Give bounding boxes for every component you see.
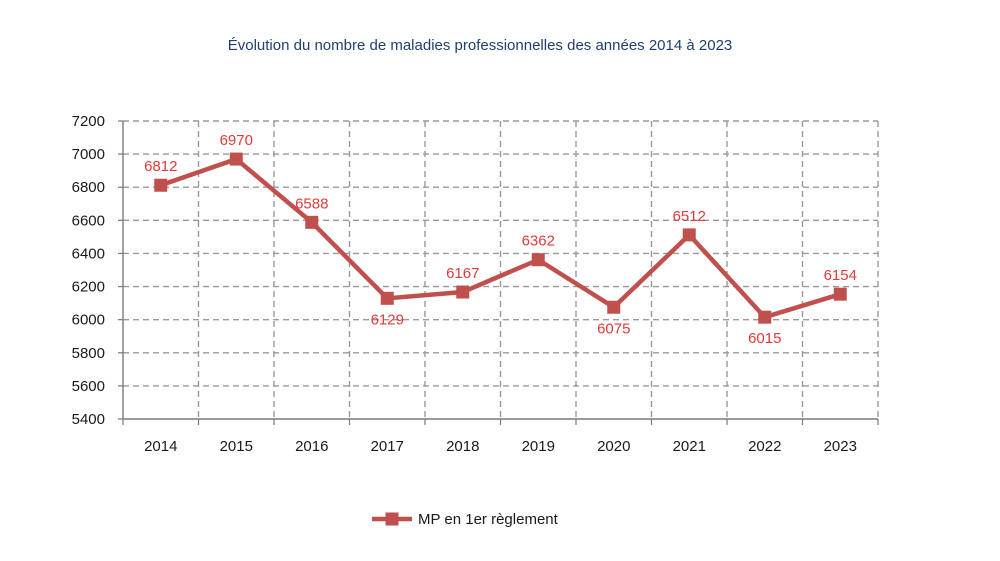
data-label: 6167: [446, 265, 479, 282]
data-label: 6588: [295, 195, 328, 212]
data-labels: 6812 6970 6588 6129 6167 6362 6075 6512 6015 6154: [144, 132, 857, 347]
data-point-marker: [758, 310, 772, 324]
data-label: 6154: [824, 267, 857, 284]
axes: 5400 5600 5800 6000 6200 6400 6600 6800 7000 7200…: [72, 113, 879, 455]
data-label: 6075: [597, 320, 630, 337]
data-point-marker: [531, 253, 545, 267]
x-tick-label: 2020: [597, 438, 630, 455]
y-tick-label: 5800: [72, 345, 105, 362]
y-tick-label: 6400: [72, 245, 105, 262]
y-tick-label: 5400: [72, 411, 105, 428]
data-point-marker: [154, 178, 168, 192]
y-tick-label: 7000: [72, 146, 105, 163]
x-tick-label: 2023: [824, 438, 857, 455]
data-point-marker: [380, 291, 394, 305]
data-point-marker: [607, 300, 621, 314]
y-tick-label: 5600: [72, 378, 105, 395]
data-point-marker: [833, 287, 847, 301]
y-tick-label: 6800: [72, 179, 105, 196]
data-point-marker: [229, 152, 243, 166]
data-label: 6812: [144, 158, 177, 175]
x-tick-label: 2021: [673, 438, 706, 455]
data-label: 6362: [522, 233, 555, 250]
x-tick-label: 2015: [220, 438, 253, 455]
data-label: 6970: [220, 132, 253, 149]
legend-marker-swatch: [385, 512, 399, 526]
y-tick-label: 7200: [72, 113, 105, 130]
data-label: 6015: [748, 330, 781, 347]
y-tick-label: 6600: [72, 212, 105, 229]
x-tick-label: 2018: [446, 438, 479, 455]
data-label: 6129: [371, 311, 404, 328]
data-point-marker: [305, 215, 319, 229]
grid: [123, 120, 879, 419]
y-tick-label: 6200: [72, 279, 105, 296]
data-point-marker: [682, 228, 696, 242]
y-tick-label: 6000: [72, 312, 105, 329]
legend-label: MP en 1er règlement: [418, 511, 559, 528]
series-line: [160, 156, 841, 320]
x-tick-label: 2014: [144, 438, 177, 455]
series-layer: [154, 152, 847, 324]
x-tick-label: 2022: [748, 438, 781, 455]
x-tick-label: 2016: [295, 438, 328, 455]
x-tick-label: 2019: [522, 438, 555, 455]
data-label: 6512: [673, 208, 706, 225]
legend: MP en 1er règlement: [372, 511, 559, 528]
chart-title: Évolution du nombre de maladies professi…: [227, 37, 733, 54]
x-tick-label: 2017: [371, 438, 404, 455]
data-point-marker: [456, 285, 470, 299]
